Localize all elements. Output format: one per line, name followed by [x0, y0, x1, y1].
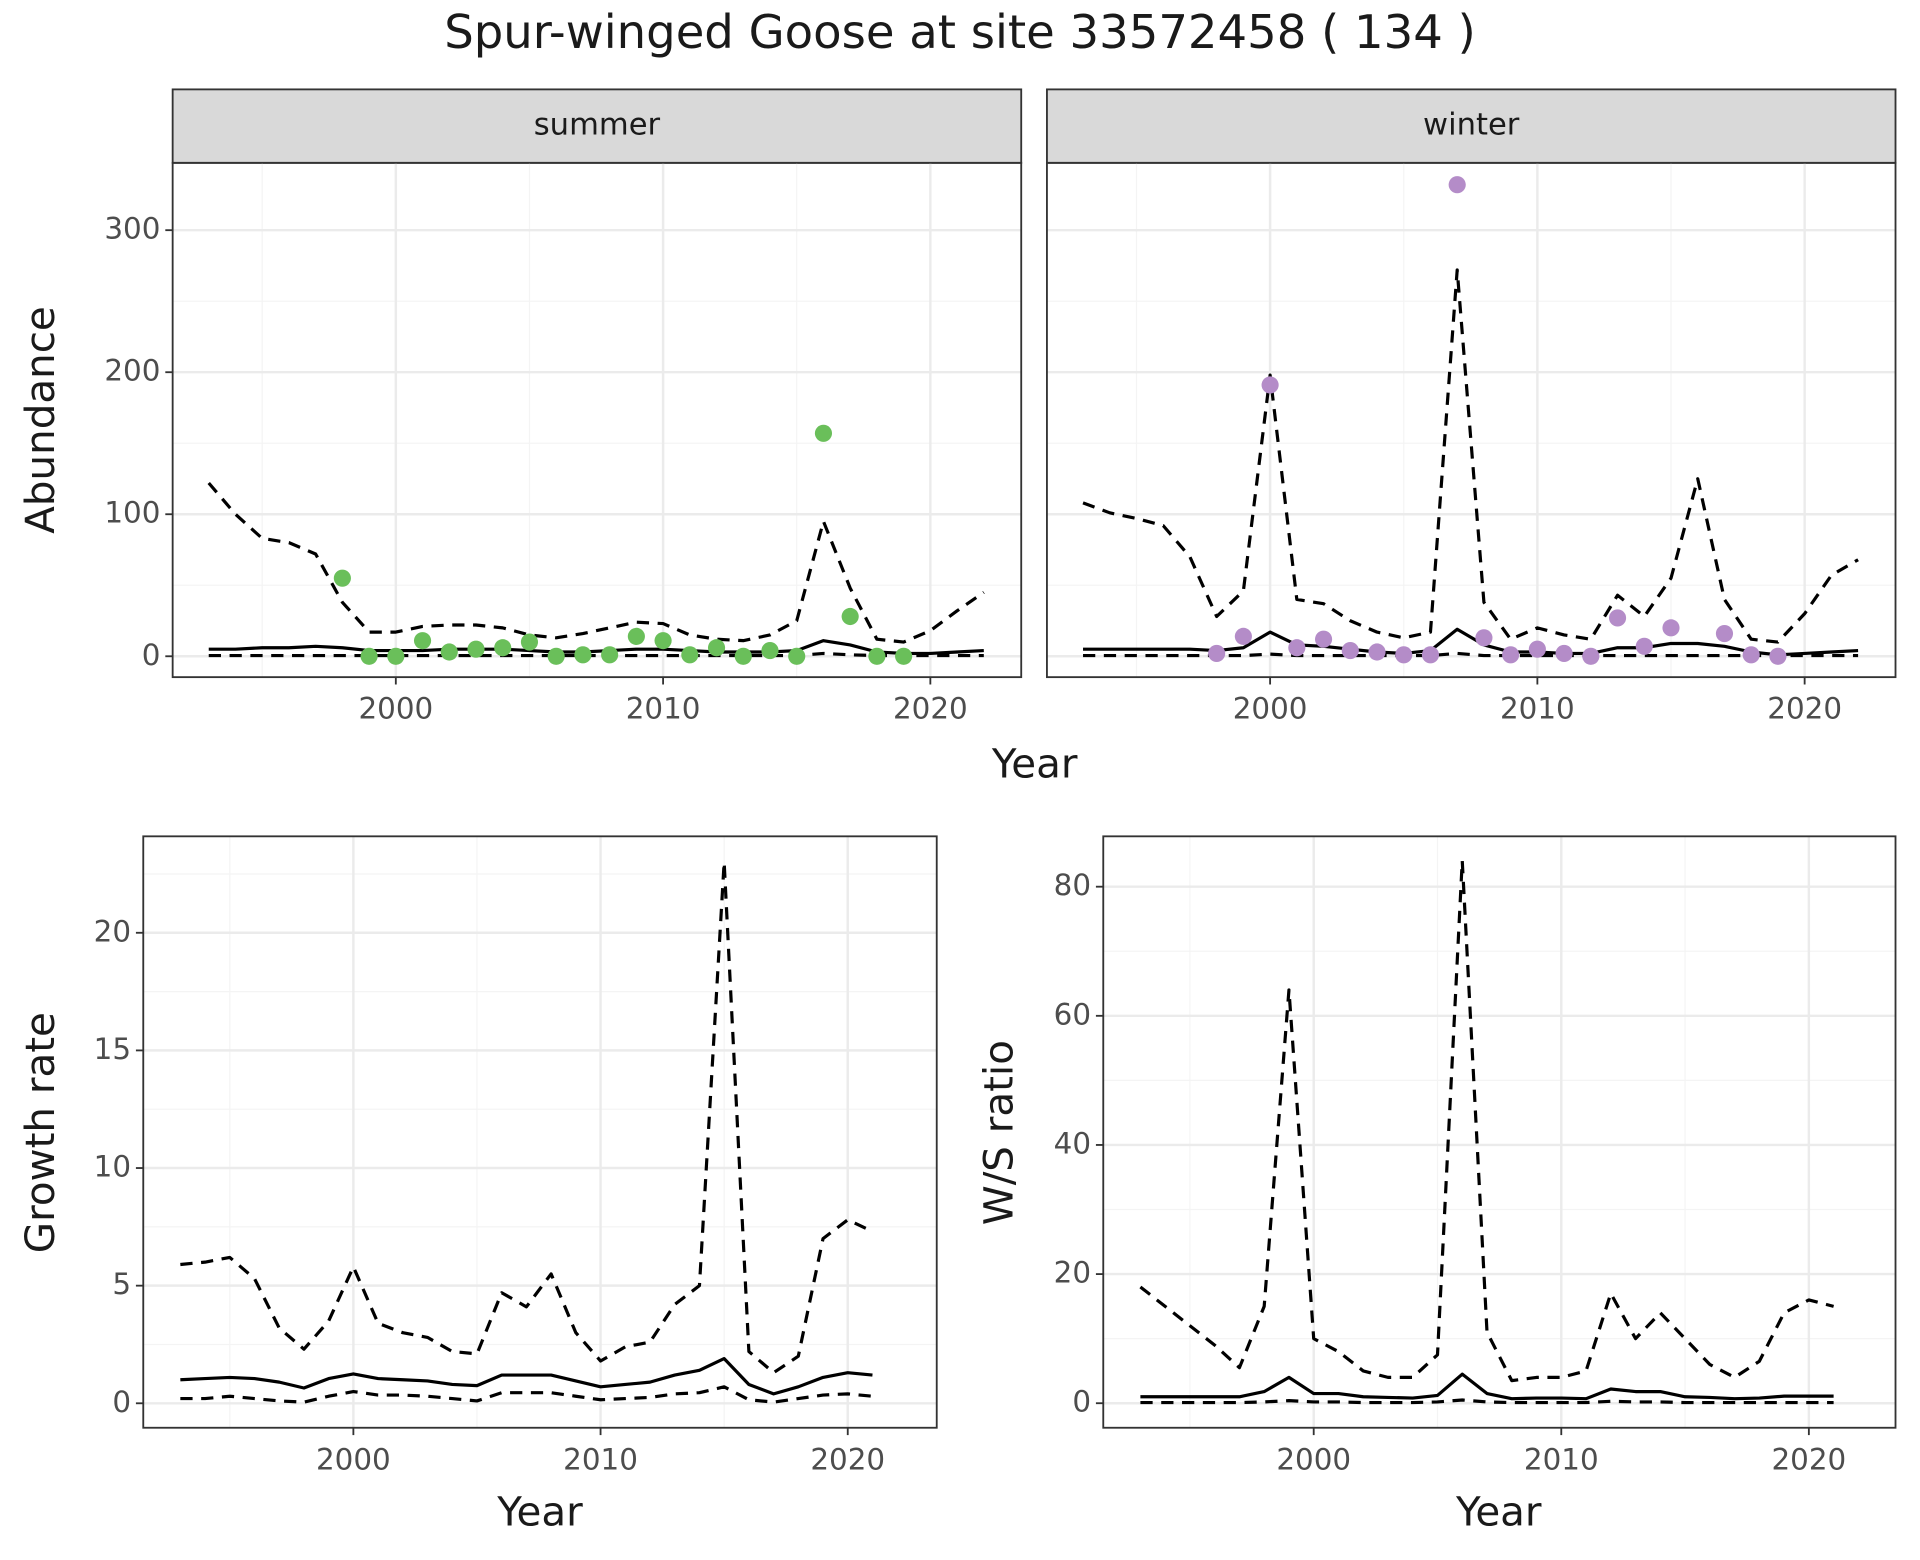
- point: [1261, 376, 1279, 394]
- point: [333, 569, 351, 587]
- x-tick-label: 2000: [316, 1442, 391, 1476]
- point: [681, 646, 699, 664]
- point: [1528, 640, 1546, 658]
- point: [1582, 647, 1600, 665]
- point: [387, 647, 405, 665]
- x-tick-label: 2020: [893, 692, 968, 726]
- x-tick-label: 2010: [1524, 1442, 1599, 1476]
- y-tick-label: 40: [1054, 1126, 1091, 1160]
- point: [547, 647, 565, 665]
- point: [1502, 646, 1520, 664]
- point: [1555, 644, 1573, 662]
- point: [814, 424, 833, 442]
- y-tick-label: 0: [142, 638, 161, 672]
- y-axis-title: Abundance: [16, 306, 64, 534]
- point: [1341, 642, 1359, 660]
- strip-label: winter: [1423, 108, 1520, 143]
- point: [895, 647, 913, 665]
- point: [467, 640, 485, 658]
- panel-border: [1102, 835, 1897, 1429]
- point: [1208, 644, 1226, 662]
- y-tick-label: 5: [112, 1267, 131, 1301]
- x-tick-label: 2000: [1276, 1442, 1351, 1476]
- point: [1715, 624, 1734, 643]
- mean-line: [208, 639, 984, 656]
- interval-line: [207, 481, 985, 644]
- x-axis-title: Year: [1455, 1488, 1542, 1536]
- point: [1769, 647, 1787, 665]
- x-axis-title: Year: [496, 1488, 583, 1536]
- point: [413, 632, 432, 650]
- point: [1395, 646, 1413, 664]
- y-tick-label: 10: [94, 1150, 131, 1184]
- interval-line: [1139, 859, 1835, 1383]
- point: [868, 647, 886, 665]
- panel-border: [142, 835, 938, 1429]
- y-tick-label: 20: [94, 914, 131, 948]
- interval-line: [208, 651, 984, 658]
- point: [494, 639, 512, 657]
- point: [627, 627, 645, 645]
- point: [788, 647, 806, 665]
- point: [1368, 643, 1386, 661]
- panel-border: [1046, 161, 1897, 679]
- interval-line: [180, 860, 874, 1375]
- point: [1742, 646, 1760, 664]
- y-tick-label: 0: [112, 1385, 131, 1419]
- x-tick-label: 2020: [1771, 1442, 1846, 1476]
- point: [1314, 630, 1333, 648]
- mean-line: [180, 1357, 873, 1396]
- point: [707, 639, 726, 657]
- point: [1234, 627, 1252, 645]
- strip-label: summer: [534, 108, 661, 143]
- point: [360, 647, 378, 665]
- point: [1662, 619, 1680, 637]
- point: [761, 642, 779, 660]
- x-tick-label: 2010: [1500, 692, 1575, 726]
- point: [1448, 176, 1466, 194]
- point: [1475, 629, 1493, 647]
- point: [1288, 639, 1306, 657]
- mean-line: [1140, 1372, 1834, 1401]
- point: [841, 607, 859, 626]
- strip: [171, 88, 1023, 164]
- interval-line: [180, 1385, 873, 1404]
- strip: [1046, 88, 1897, 164]
- panel-border: [171, 161, 1023, 679]
- x-tick-label: 2020: [1767, 692, 1842, 726]
- x-axis-title: Year: [991, 740, 1078, 788]
- point: [601, 646, 619, 664]
- point: [574, 646, 592, 664]
- y-tick-label: 80: [1054, 868, 1091, 902]
- figure-title: Spur-winged Goose at site 33572458 ( 134…: [444, 5, 1476, 59]
- y-tick-label: 200: [104, 354, 160, 388]
- point: [520, 633, 539, 651]
- y-tick-label: 15: [94, 1032, 131, 1066]
- interval-line: [1082, 268, 1859, 644]
- point: [654, 632, 672, 650]
- point: [734, 647, 752, 665]
- y-axis-title: W/S ratio: [975, 1040, 1023, 1225]
- x-tick-label: 2020: [810, 1442, 885, 1476]
- point: [1608, 609, 1627, 627]
- point: [440, 643, 458, 661]
- interval-line: [1140, 1398, 1834, 1405]
- x-tick-label: 2010: [563, 1442, 638, 1476]
- x-tick-label: 2000: [1233, 692, 1308, 726]
- y-tick-label: 100: [104, 496, 160, 530]
- y-tick-label: 300: [104, 212, 160, 246]
- x-tick-label: 2010: [626, 692, 701, 726]
- y-axis-title: Growth rate: [16, 1012, 64, 1253]
- y-tick-label: 20: [1054, 1256, 1091, 1290]
- y-tick-label: 0: [1072, 1385, 1091, 1419]
- y-tick-label: 60: [1054, 997, 1091, 1031]
- point: [1635, 637, 1653, 655]
- point: [1421, 646, 1440, 664]
- x-tick-label: 2000: [358, 692, 433, 726]
